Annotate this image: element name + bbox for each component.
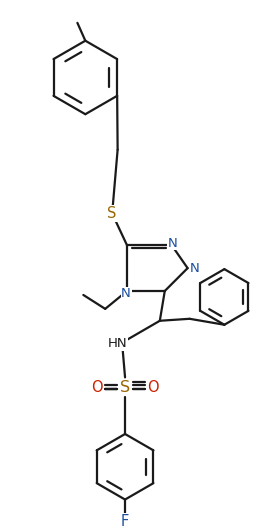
Text: N: N	[190, 262, 200, 275]
Text: F: F	[121, 514, 129, 529]
Text: S: S	[120, 380, 130, 395]
Text: N: N	[121, 287, 131, 301]
Text: S: S	[107, 206, 117, 221]
Text: O: O	[147, 380, 159, 395]
Text: N: N	[168, 237, 178, 250]
Text: O: O	[92, 380, 103, 395]
Text: HN: HN	[107, 337, 127, 350]
